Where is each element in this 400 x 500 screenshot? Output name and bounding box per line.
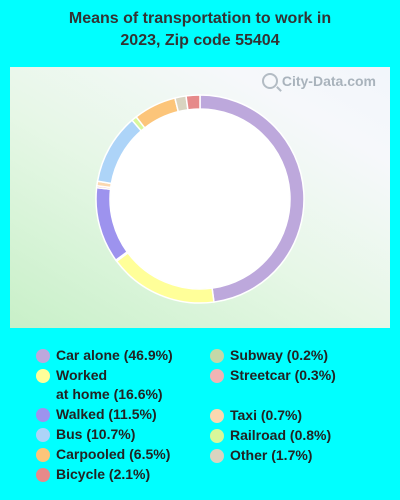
legend-item-bicycle: Bicycle (2.1%) bbox=[36, 465, 173, 484]
legend-swatch bbox=[210, 369, 224, 383]
legend-swatch bbox=[210, 429, 224, 443]
legend-swatch bbox=[36, 349, 50, 363]
legend-label-line-1: Worked bbox=[56, 367, 108, 383]
chart-title-line-2: 2023, Zip code 55404 bbox=[120, 32, 280, 49]
legend-label: Other (1.7%) bbox=[230, 447, 313, 463]
legend-label: Carpooled (6.5%) bbox=[56, 446, 171, 462]
legend-left: Car alone (46.9%) Worked at home (16.6%)… bbox=[36, 346, 173, 485]
magnifier-icon bbox=[261, 73, 278, 89]
legend-label: Walked (11.5%) bbox=[56, 406, 157, 422]
legend-swatch bbox=[210, 409, 224, 423]
legend-item-walked: Walked (11.5%) bbox=[36, 405, 173, 424]
legend-item-spacer bbox=[210, 386, 336, 405]
legend-label: Subway (0.2%) bbox=[230, 347, 329, 363]
donut-hole bbox=[110, 109, 290, 289]
legend-item-car-alone: Car alone (46.9%) bbox=[36, 346, 173, 365]
legend-item-streetcar: Streetcar (0.3%) bbox=[210, 366, 336, 385]
watermark: City-Data.com bbox=[261, 73, 376, 89]
legend-label: Bicycle (2.1%) bbox=[56, 466, 151, 482]
legend-swatch bbox=[36, 448, 50, 462]
donut-chart bbox=[95, 94, 305, 304]
watermark-text: City-Data.com bbox=[281, 73, 376, 89]
donut-slice-bicycle bbox=[185, 94, 201, 111]
legend-item-bus: Bus (10.7%) bbox=[36, 425, 173, 444]
legend-label: Streetcar (0.3%) bbox=[230, 367, 336, 383]
legend-item-worked-at-home: Worked at home (16.6%) bbox=[36, 366, 173, 404]
legend-label: Bus (10.7%) bbox=[56, 426, 136, 442]
legend-swatch bbox=[210, 449, 224, 463]
legend-swatch bbox=[36, 369, 50, 383]
chart-title-line-1: Means of transportation to work in bbox=[68, 10, 332, 27]
legend-label: Railroad (0.8%) bbox=[230, 427, 332, 443]
legend-label: Taxi (0.7%) bbox=[230, 407, 303, 423]
legend-item-carpooled: Carpooled (6.5%) bbox=[36, 445, 173, 464]
legend-item-subway: Subway (0.2%) bbox=[210, 346, 336, 365]
legend-swatch bbox=[36, 428, 50, 442]
legend-swatch bbox=[36, 468, 50, 482]
legend-label: Worked at home (16.6%) bbox=[56, 366, 163, 404]
legend-item-taxi: Taxi (0.7%) bbox=[210, 406, 336, 425]
legend-item-railroad: Railroad (0.8%) bbox=[210, 426, 336, 445]
legend-swatch bbox=[36, 408, 50, 422]
legend-right: Subway (0.2%) Streetcar (0.3%) Taxi (0.7… bbox=[210, 346, 336, 466]
legend-label: Car alone (46.9%) bbox=[56, 347, 173, 363]
legend-swatch bbox=[210, 349, 224, 363]
legend-item-other: Other (1.7%) bbox=[210, 446, 336, 465]
legend-label-line-2: at home (16.6%) bbox=[56, 386, 163, 402]
chart-title: Means of transportation to work in 2023,… bbox=[0, 8, 400, 52]
